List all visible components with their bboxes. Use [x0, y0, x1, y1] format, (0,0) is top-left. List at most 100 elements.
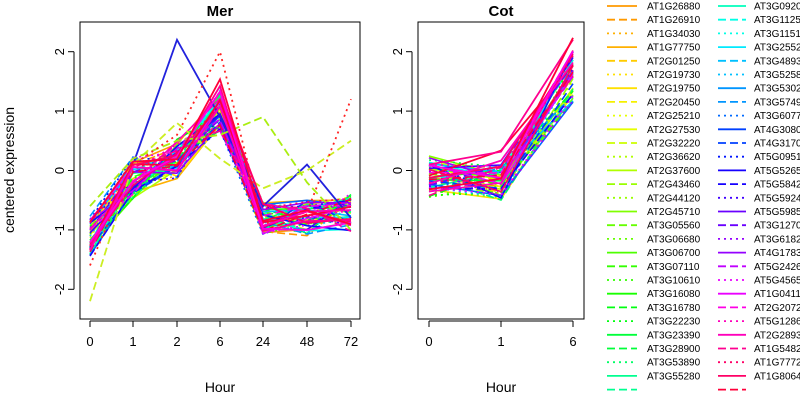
- legend-entry-label: AT2G20450: [647, 97, 701, 108]
- legend-entry-label: AT2G19750: [647, 84, 701, 95]
- cot-y-tick-label: 2: [390, 48, 405, 55]
- legend-entry-label: AT2G44120: [647, 193, 701, 204]
- mer-y-tick-label: 2: [52, 48, 67, 55]
- mer-series-line: [89, 104, 352, 251]
- legend-entry-label: AT3G5258: [754, 70, 800, 81]
- legend-entry-label: AT1G77750: [647, 43, 701, 54]
- legend-entry-label: AT5G5924: [754, 193, 800, 204]
- legend-entry-label: AT3G0920: [754, 2, 800, 13]
- legend-entry-label: AT3G07110: [647, 262, 700, 273]
- mer-series-line: [89, 121, 352, 302]
- mer-y-tick-label: 0: [52, 167, 67, 174]
- legend-entry-label: AT2G27530: [647, 125, 701, 136]
- legend-entry-label: AT3G22230: [647, 317, 701, 328]
- mer-series-lines: [89, 37, 352, 302]
- mer-x-axis: 0 1 2 6 24 48 72: [86, 320, 358, 349]
- legend-entry-label: AT2G45710: [647, 207, 701, 218]
- cot-x-tick-label: 0: [425, 334, 432, 349]
- cot-series-line: [428, 50, 574, 174]
- legend-entry-label: AT5G1286: [754, 317, 800, 328]
- legend-entry-label: AT3G5749: [754, 97, 800, 108]
- legend-entry-label: AT5G4565: [754, 276, 800, 287]
- legend-entry-label: AT3G06680: [647, 234, 701, 245]
- cot-xlabel: Hour: [486, 379, 517, 395]
- legend-entry-label: AT2G32220: [647, 139, 701, 150]
- legend-entry-label: AT1G26880: [647, 2, 701, 13]
- cot-series-line: [428, 59, 574, 182]
- mer-y-tick-label: -1: [52, 224, 67, 236]
- mer-series-line: [89, 111, 352, 237]
- cot-series-line: [428, 39, 574, 166]
- cot-series-line: [428, 37, 574, 191]
- legend-entry-label: AT3G4893: [754, 56, 800, 67]
- mer-panel: Mer Hour centered expression -2 -1 0 1 2 0 1 2…: [1, 3, 361, 395]
- legend-entry-label: AT2G2072: [754, 303, 800, 314]
- legend-entry-label: AT1G8064: [754, 371, 800, 382]
- mer-series-line: [89, 114, 352, 253]
- cot-y-axis: -2 -1 0 1 2: [390, 48, 413, 296]
- legend-entry-label: AT2G37600: [647, 166, 701, 177]
- mer-x-tick-label: 24: [256, 334, 270, 349]
- legend-entry-label: AT3G28900: [647, 344, 701, 355]
- legend-entry-label: AT3G06700: [647, 248, 701, 259]
- mer-y-tick-label: 1: [52, 107, 67, 114]
- legend-entry-label: AT2G2893: [754, 330, 800, 341]
- legend-entry-label: AT3G1151: [754, 29, 800, 40]
- legend-entry-label: AT3G16080: [647, 289, 701, 300]
- cot-y-tick-label: 1: [390, 107, 405, 114]
- mer-x-tick-label: 72: [344, 334, 358, 349]
- mer-series-line: [89, 115, 352, 231]
- mer-series-line: [89, 76, 352, 226]
- legend-entry-label: AT3G53890: [647, 358, 701, 369]
- legend-entry-label: AT2G36620: [647, 152, 701, 163]
- legend-entry-label: AT3G6182: [754, 234, 800, 245]
- mer-x-tick-label: 2: [173, 334, 180, 349]
- mer-series-line: [89, 123, 352, 253]
- legend: AT1G26880 AT1G26910 AT1G34030 AT1G77750 AT2G…: [607, 2, 800, 391]
- mer-series-line: [89, 128, 352, 236]
- legend-entry-label: AT3G1270: [754, 221, 800, 232]
- legend-entry-label: AT3G1125: [754, 15, 800, 26]
- cot-x-tick-label: 6: [569, 334, 576, 349]
- legend-entry-label: AT5G5842: [754, 180, 800, 191]
- legend-entry-label: AT5G5265: [754, 166, 800, 177]
- mer-x-tick-label: 0: [86, 334, 93, 349]
- legend-entry-label: AT1G34030: [647, 29, 701, 40]
- legend-entry-label: AT2G19730: [647, 70, 701, 81]
- legend-entry-label: AT3G5302: [754, 84, 800, 95]
- mer-plot-frame: [79, 21, 361, 320]
- legend-entry-label: AT2G43460: [647, 180, 701, 191]
- legend-entry-label: AT5G2426: [754, 262, 800, 273]
- legend-entry-label: AT1G5482: [754, 344, 800, 355]
- legend-entry-label: AT3G23390: [647, 330, 701, 341]
- cot-series-line: [428, 73, 574, 185]
- legend-entry-label: AT2G01250: [647, 56, 701, 67]
- cot-plot-frame: [417, 21, 585, 320]
- mer-series-line: [89, 129, 352, 250]
- mer-x-tick-label: 6: [216, 334, 223, 349]
- legend-entry-label: AT5G0951: [754, 152, 800, 163]
- legend-entry-label: AT3G10610: [647, 276, 701, 287]
- legend-entry-label: AT3G2552: [754, 43, 800, 54]
- y-axis-label: centered expression: [1, 107, 17, 233]
- legend-entry-label: AT3G6077: [754, 111, 800, 122]
- mer-y-tick-label: -2: [52, 284, 67, 296]
- cot-series-line: [428, 95, 574, 196]
- legend-entry-label: AT4G3080: [754, 125, 800, 136]
- legend-entry-label: AT2G25210: [647, 111, 701, 122]
- cot-y-tick-label: -2: [390, 284, 405, 296]
- legend-entry-label: AT5G5985: [754, 207, 800, 218]
- mer-series-line: [89, 117, 352, 228]
- legend-entry-label: AT1G26910: [647, 15, 701, 26]
- legend-entry-label: AT3G05560: [647, 221, 701, 232]
- cot-x-tick-label: 1: [497, 334, 504, 349]
- legend-entry-label: AT1G7772: [754, 358, 800, 369]
- cot-series-line: [428, 61, 574, 185]
- legend-entry-label: AT4G3170: [754, 139, 800, 150]
- cot-title: Cot: [489, 3, 514, 20]
- mer-series-line: [89, 117, 352, 246]
- cot-panel: Cot Hour -2 -1 0 1 2 0 1 6: [390, 3, 585, 395]
- mer-series-line: [89, 112, 352, 232]
- mer-y-axis: -2 -1 0 1 2: [52, 48, 75, 296]
